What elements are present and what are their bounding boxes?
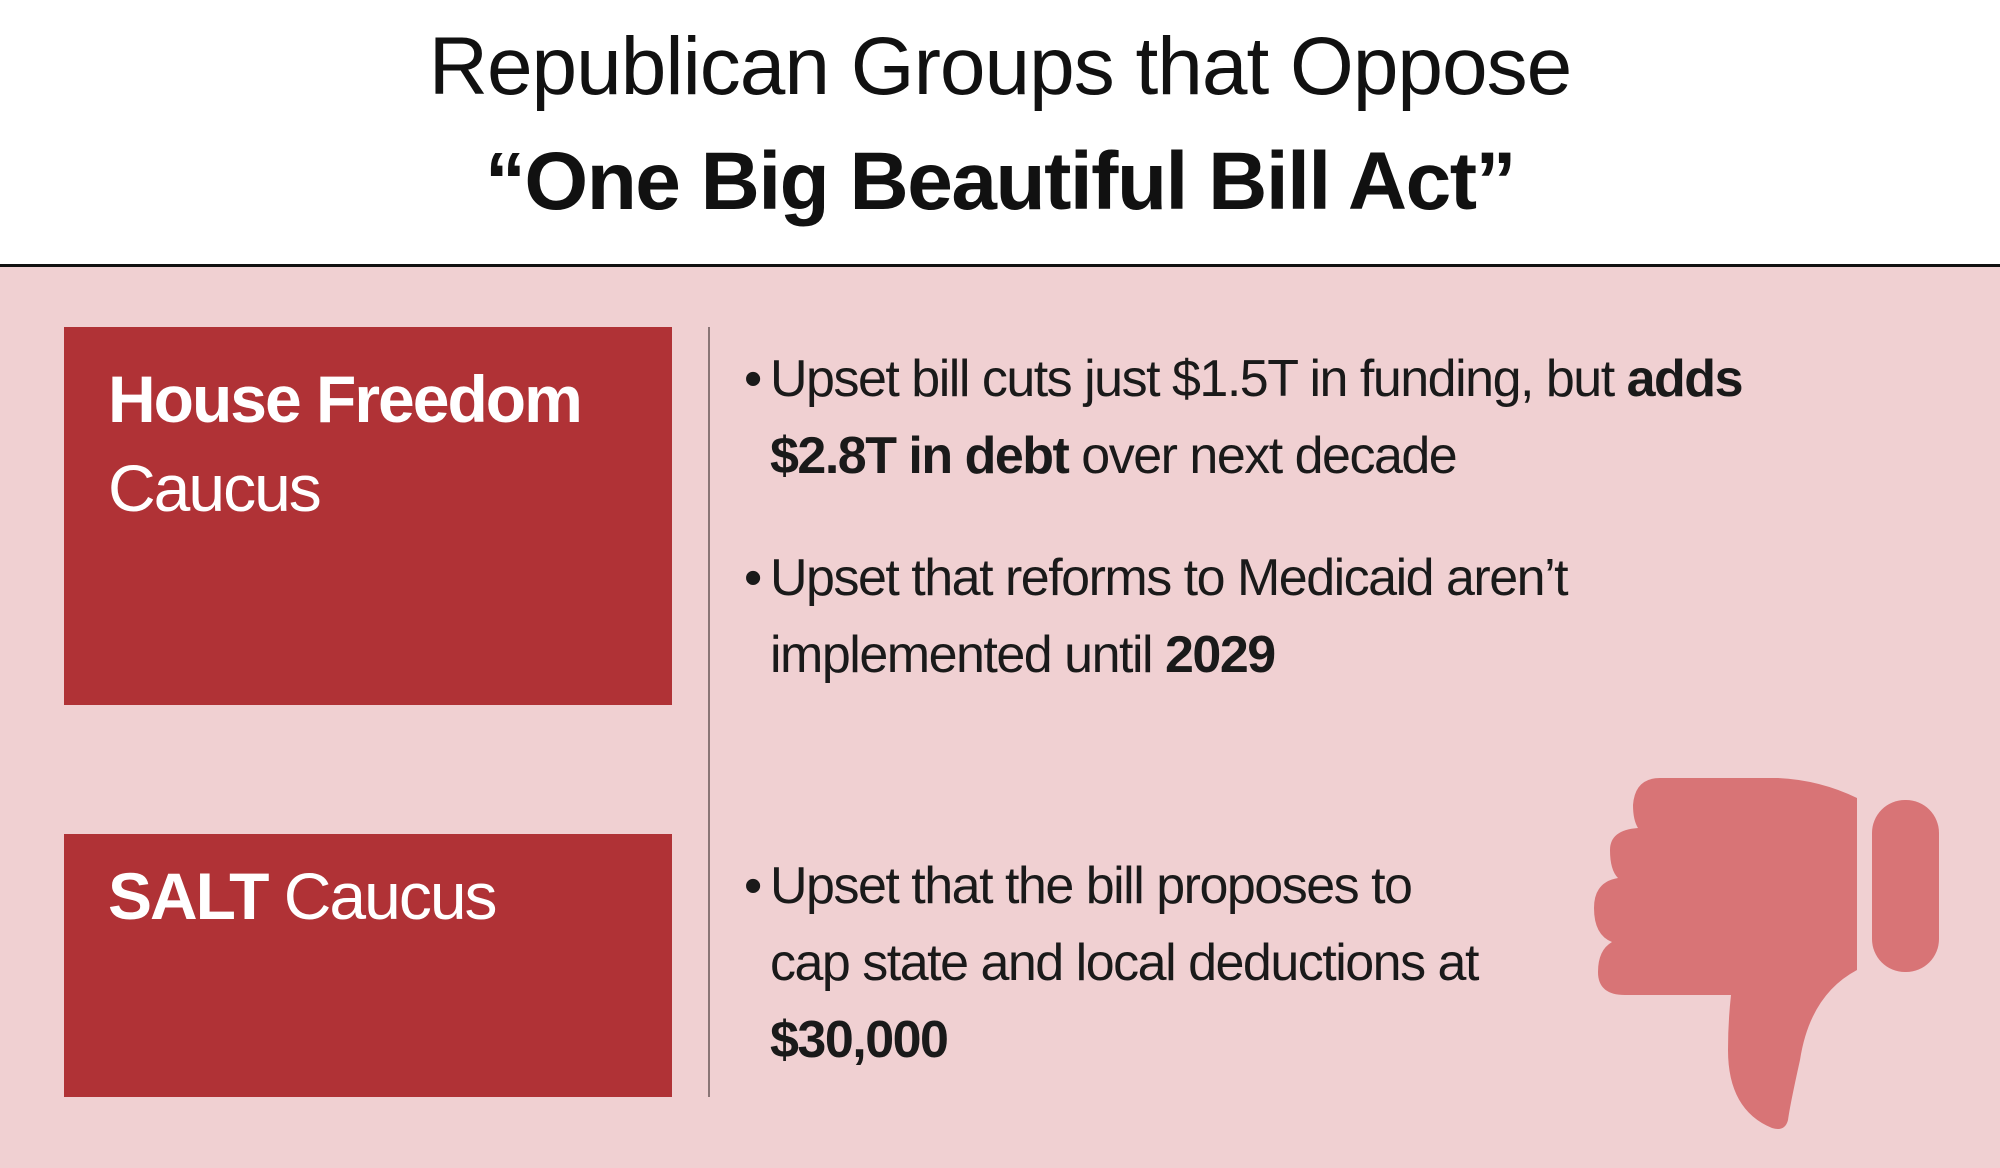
group-name: SALT Caucus — [108, 852, 498, 940]
bullet-point: • Upset that the bill proposes to cap st… — [744, 848, 1544, 1079]
bold-text: 2029 — [1165, 626, 1276, 684]
divider — [0, 264, 2000, 267]
bullet-point: • Upset bill cuts just $1.5T in funding,… — [744, 341, 1944, 495]
bullet-point: • Upset that reforms to Medicaid aren’t … — [744, 540, 1944, 694]
text: over next decade — [1068, 427, 1457, 485]
bold-text: $30,000 — [770, 1011, 949, 1069]
bold-text: $2.8T in debt — [770, 427, 1070, 485]
text: Upset that the bill proposes to cap stat… — [770, 857, 1479, 992]
group-name-regular: Caucus — [267, 859, 498, 933]
title-line-2: “One Big Beautiful Bill Act” — [484, 136, 1517, 227]
text: Upset bill cuts just $1.5T in funding, b… — [770, 350, 1627, 408]
bullet-icon: • — [744, 549, 762, 607]
thumbs-down-icon — [1594, 778, 1939, 1129]
house-freedom-caucus-box: House Freedom Caucus — [64, 327, 672, 705]
text: Upset that reforms to Medicaid aren’t im… — [770, 549, 1569, 684]
group-name-bold: House Freedom — [108, 362, 583, 436]
salt-caucus-box: SALT Caucus — [64, 834, 672, 1097]
bold-text: adds — [1626, 350, 1744, 408]
title-line-1: Republican Groups that Oppose — [428, 21, 1573, 112]
bullet-icon: • — [744, 350, 762, 408]
group-name-bold: SALT — [108, 859, 269, 933]
group-name-regular: Caucus — [108, 451, 322, 525]
bullet-icon: • — [744, 857, 762, 915]
vertical-divider — [708, 327, 710, 1097]
